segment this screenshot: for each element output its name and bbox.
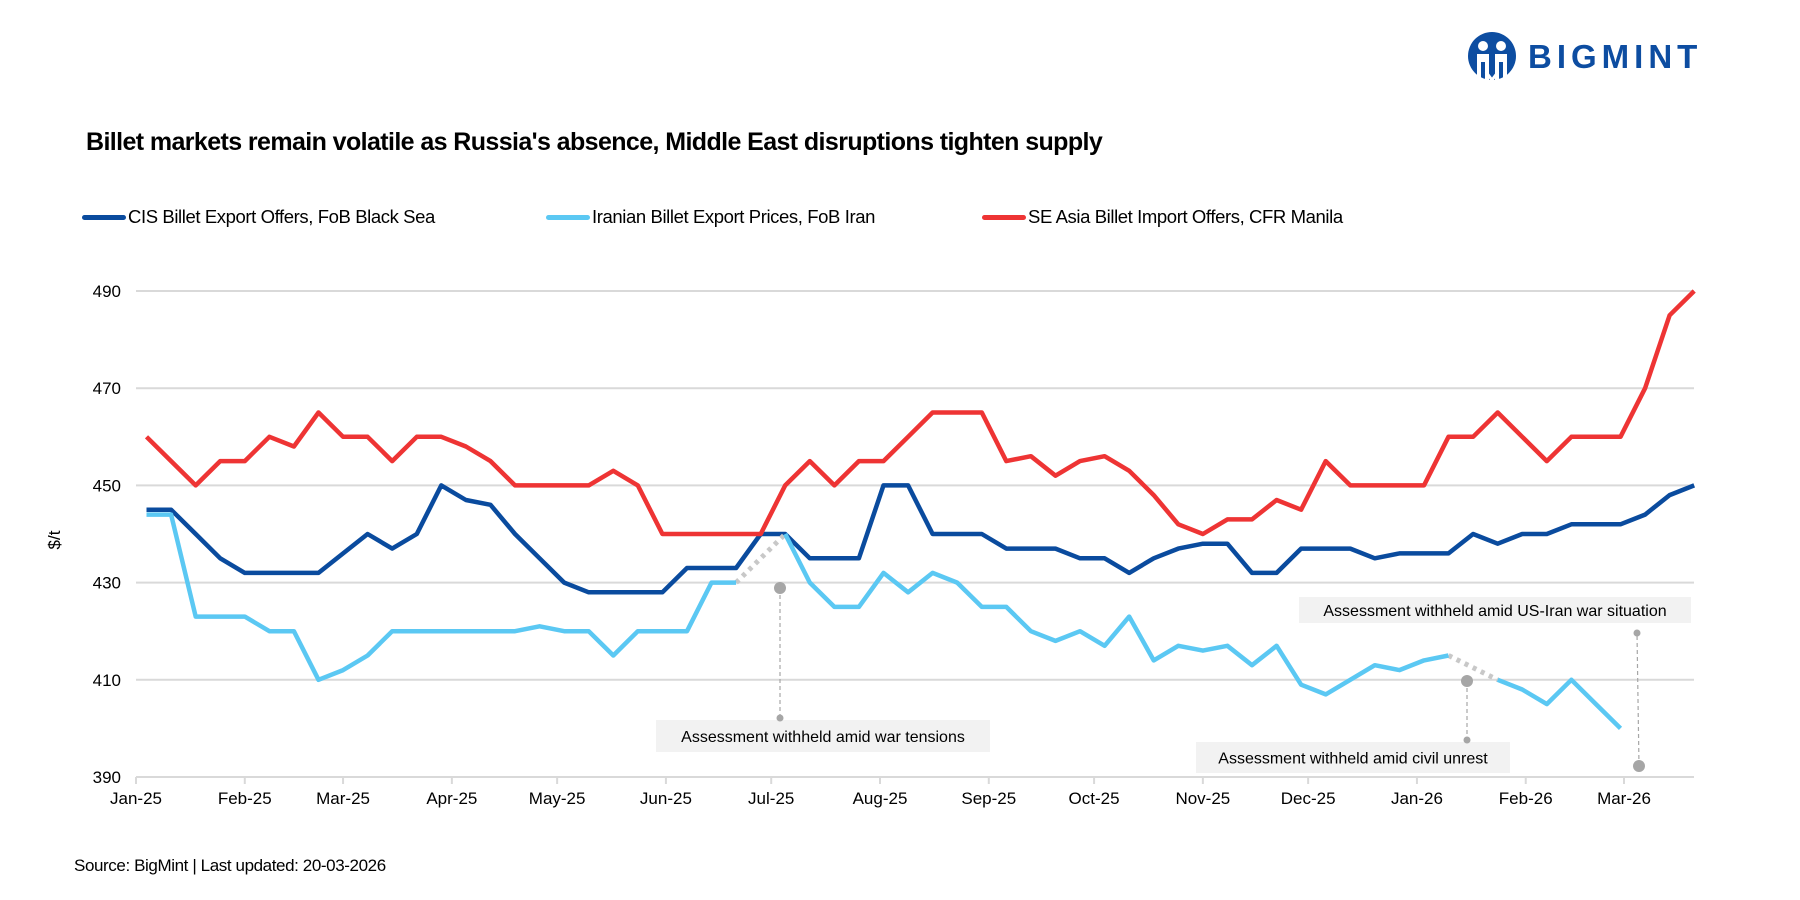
bigmint-logo-icon — [1468, 32, 1516, 82]
x-tick-label: Sep-25 — [961, 789, 1016, 808]
source-footer: Source: BigMint | Last updated: 20-03-20… — [74, 856, 386, 875]
annotation-marker-small — [776, 714, 784, 722]
x-tick-label: Mar-26 — [1597, 789, 1651, 808]
legend-swatch — [982, 214, 1026, 220]
gap-connector-dotted — [734, 532, 788, 585]
annotation-text: Assessment withheld amid US-Iran war sit… — [1323, 603, 1666, 620]
annotation-marker-small — [1463, 736, 1471, 744]
x-tick-label: Feb-26 — [1499, 789, 1553, 808]
legend-swatch — [82, 214, 126, 220]
y-tick-label: 390 — [93, 768, 121, 787]
x-tick-label: Jun-25 — [640, 789, 692, 808]
x-tick-label: Aug-25 — [853, 789, 908, 808]
y-tick-label: 410 — [93, 671, 121, 690]
y-tick-label: 470 — [93, 379, 121, 398]
legend-item-seasia: SE Asia Billet Import Offers, CFR Manila — [982, 206, 1343, 228]
x-tick-label: Jul-25 — [748, 789, 794, 808]
x-tick-label: Nov-25 — [1175, 789, 1230, 808]
x-tick-label: Dec-25 — [1281, 789, 1336, 808]
y-axis-label: $/t — [45, 530, 64, 549]
legend-item-iran: Iranian Billet Export Prices, FoB Iran — [546, 206, 875, 228]
annotation-marker — [774, 582, 786, 594]
x-tick-label: Mar-25 — [316, 789, 370, 808]
annotation-marker — [1633, 760, 1645, 772]
x-tick-label: Feb-25 — [218, 789, 272, 808]
annotation-box — [1299, 597, 1691, 623]
gap-connector-dotted — [1447, 653, 1499, 683]
annotation-marker — [1461, 675, 1473, 687]
annotation-box — [656, 720, 990, 752]
logo-text: BIGMINT — [1528, 38, 1703, 75]
x-tick-label: Apr-25 — [426, 789, 477, 808]
y-tick-label: 430 — [93, 574, 121, 593]
series-line-1 — [783, 532, 1449, 697]
x-tick-label: May-25 — [529, 789, 586, 808]
series-line-1 — [1496, 677, 1623, 731]
annotation-marker-small — [1633, 629, 1641, 637]
annotation-text: Assessment withheld amid war tensions — [681, 729, 965, 746]
x-tick-label: Oct-25 — [1069, 789, 1120, 808]
annotation-text: Assessment withheld amid civil unrest — [1218, 751, 1488, 768]
series-line-2 — [144, 289, 1696, 537]
series-line-0 — [146, 483, 1696, 595]
legend-swatch — [546, 214, 590, 220]
legend-label: SE Asia Billet Import Offers, CFR Manila — [1028, 206, 1343, 227]
annotation-box — [1196, 742, 1510, 773]
legend-label: Iranian Billet Export Prices, FoB Iran — [592, 206, 875, 227]
series-line-1 — [146, 512, 737, 683]
legend-label: CIS Billet Export Offers, FoB Black Sea — [128, 206, 435, 227]
annotation-leader — [1636, 632, 1640, 767]
y-tick-label: 450 — [93, 476, 121, 495]
y-tick-label: 490 — [93, 282, 121, 301]
x-tick-label: Jan-25 — [110, 789, 162, 808]
bigmint-logo: BIGMINT — [1466, 32, 1702, 82]
x-tick-label: Jan-26 — [1391, 789, 1443, 808]
chart-title: Billet markets remain volatile as Russia… — [86, 128, 1103, 156]
legend-item-cis: CIS Billet Export Offers, FoB Black Sea — [82, 206, 435, 228]
